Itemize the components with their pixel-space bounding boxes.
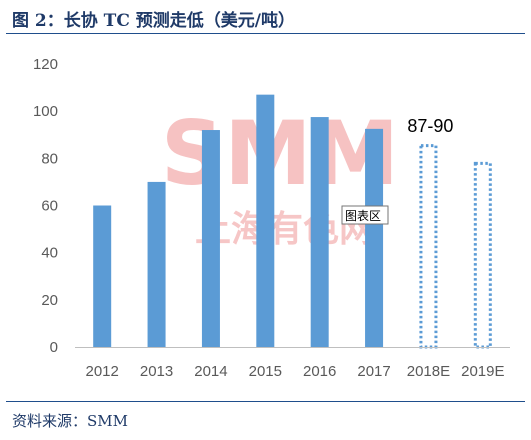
- x-tick-label: 2018E: [407, 363, 450, 380]
- bar-2012: [93, 205, 112, 347]
- y-tick-label: 120: [33, 56, 58, 73]
- bar-2015: [256, 94, 275, 348]
- x-tick-label: 2015: [249, 363, 282, 380]
- x-tick-label: 2016: [303, 363, 336, 380]
- chart-area-tooltip: 图表区: [341, 205, 389, 225]
- x-tick-label: 2017: [357, 363, 390, 380]
- annotation-label: 87-90: [407, 116, 453, 136]
- y-tick-label: 0: [50, 339, 58, 356]
- source-note: 资料来源：SMM: [12, 412, 128, 430]
- x-axis: 2012 2013 2014 2015 2016 2017 2018E 2019E: [86, 363, 505, 380]
- title-divider: [6, 33, 525, 34]
- forecast-bar-2019E: [473, 161, 492, 349]
- bar-2013: [147, 181, 166, 347]
- y-tick-label: 100: [33, 103, 58, 120]
- tooltip-label: 图表区: [345, 209, 381, 223]
- y-axis: 0 20 40 60 80 100 120: [33, 56, 58, 356]
- tooltip-box: [341, 205, 389, 225]
- figure-title: 图 2：长协 TC 预测走低（美元/吨）: [12, 11, 295, 31]
- bar-2014: [201, 130, 220, 347]
- x-tick-label: 2019E: [461, 363, 504, 380]
- bar-2016: [310, 117, 329, 347]
- bar-series: [93, 94, 492, 349]
- footer-divider: [6, 401, 525, 402]
- y-tick-label: 40: [41, 245, 58, 262]
- y-tick-label: 60: [41, 198, 58, 215]
- y-tick-label: 20: [41, 292, 58, 309]
- x-tick-label: 2014: [194, 363, 227, 380]
- x-tick-label: 2012: [86, 363, 119, 380]
- annotations: 87-90: [407, 116, 453, 136]
- bar-2017: [365, 128, 384, 347]
- watermark: SMM 上海有色网: [161, 102, 400, 250]
- watermark-brand: SMM: [161, 102, 400, 205]
- y-tick-label: 80: [41, 150, 58, 167]
- forecast-bar-2018E: [419, 144, 438, 349]
- x-tick-label: 2013: [140, 363, 173, 380]
